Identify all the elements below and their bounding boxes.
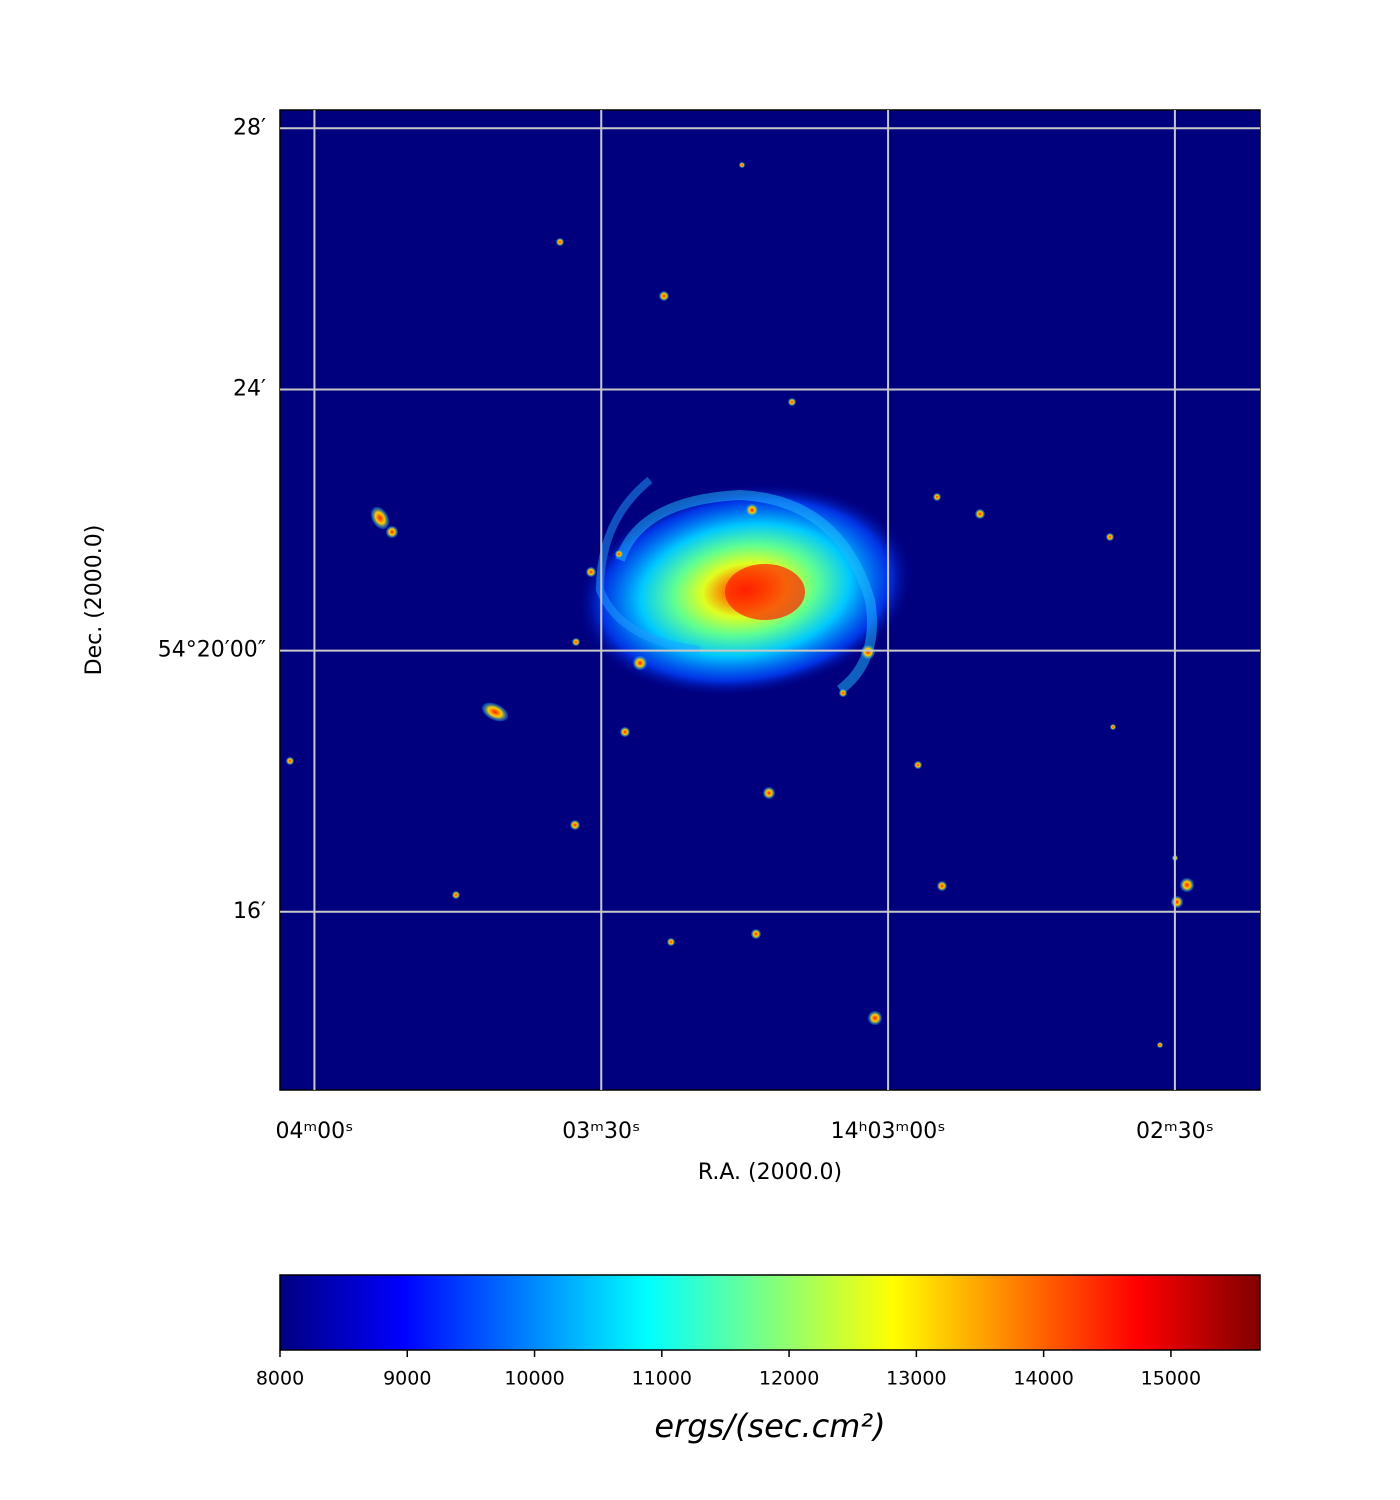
x-tick-label: 14ʰ03ᵐ00ˢ [831,1119,946,1144]
x-tick-label: 02ᵐ30ˢ [1136,1119,1214,1144]
colorbar [279,1274,1261,1351]
y-tick-label: 16′ [233,899,266,924]
x-tick-label: 04ᵐ00ˢ [275,1119,353,1144]
image [280,110,1260,1090]
sources [286,162,1194,1048]
colorbar-tick-label: 15000 [1141,1368,1201,1390]
x-tick-label: 03ᵐ30ˢ [562,1119,640,1144]
y-axis-label: Dec. (2000.0) [82,525,107,676]
y-tick-label: 24′ [233,376,266,401]
y-tick-label: 54°20′00″ [158,638,266,663]
colorbar-tick-label: 12000 [759,1368,819,1390]
plot-frame [279,109,1261,1091]
colorbar-tick-label: 10000 [504,1368,564,1390]
spiral-arm [595,476,701,654]
y-tick-label: 28′ [233,115,266,140]
colorbar-tick-label: 14000 [1013,1368,1073,1390]
galaxy-core [725,564,805,620]
colorbar-tick-label: 8000 [256,1368,304,1390]
colorbar-tick-label: 9000 [383,1368,431,1390]
colorbar-label: ergs/(sec.cm²) [654,1407,885,1445]
x-axis-label: R.A. (2000.0) [698,1160,842,1185]
colorbar-tick-label: 11000 [632,1368,692,1390]
colorbar-tick-label: 13000 [886,1368,946,1390]
